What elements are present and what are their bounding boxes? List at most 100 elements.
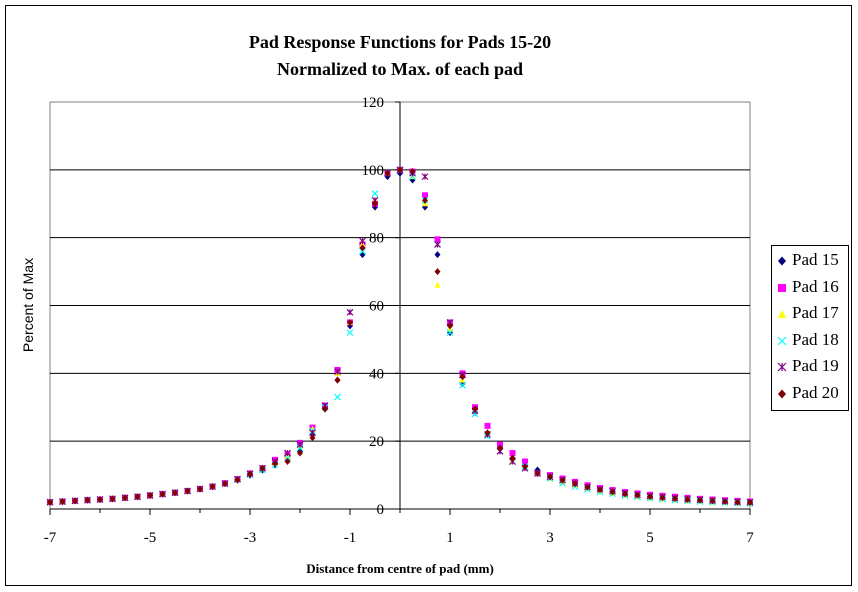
point-pad-20: [234, 476, 241, 484]
x-tick-label: -3: [244, 530, 257, 546]
point-pad-19: [284, 449, 291, 457]
point-pad-20: [609, 488, 616, 496]
point-pad-19: [359, 237, 366, 245]
point-pad-20: [684, 496, 691, 504]
x-axis-label: Distance from centre of pad (mm): [306, 561, 494, 576]
point-pad-15: [434, 251, 441, 259]
point-pad-16: [422, 192, 428, 199]
point-pad-20: [734, 498, 741, 506]
point-pad-20: [397, 166, 403, 174]
y-tick-label: 40: [369, 366, 384, 382]
legend-marker: [778, 389, 786, 399]
legend-marker: [778, 256, 786, 266]
point-pad-19: [346, 308, 354, 316]
legend-item: Pad 19: [772, 354, 848, 380]
legend-label: Pad 19: [792, 356, 839, 376]
x-tick-label: 7: [746, 530, 754, 546]
point-pad-15: [359, 251, 366, 259]
legend-marker: [777, 362, 787, 372]
point-pad-20: [634, 491, 641, 499]
legend-item: Pad 17: [772, 301, 848, 327]
point-pad-20: [247, 470, 253, 478]
legend: Pad 15 Pad 16 Pad 17 Pad 18 Pad 19 Pad 20: [771, 245, 849, 411]
point-pad-20: [172, 489, 178, 497]
point-pad-20: [222, 480, 228, 488]
point-pad-16: [509, 450, 516, 457]
legend-label: Pad 18: [792, 329, 839, 349]
x-tick-label: 3: [546, 530, 554, 546]
legend-item: Pad 16: [772, 275, 848, 301]
point-pad-19: [334, 368, 341, 376]
legend-item: Pad 15: [772, 248, 848, 274]
legend-item: Pad 18: [772, 328, 848, 354]
legend-label: Pad 20: [792, 383, 839, 402]
point-pad-20: [309, 434, 316, 442]
point-pad-19: [296, 441, 304, 448]
point-pad-20: [722, 498, 728, 506]
point-pad-20: [534, 469, 541, 477]
legend-label: Pad 16: [792, 276, 839, 296]
point-pad-20: [459, 373, 466, 381]
legend-label: Pad 15: [792, 250, 839, 269]
point-pad-20: [697, 496, 703, 504]
legend-marker: [778, 310, 786, 319]
point-pad-20: [597, 486, 603, 494]
point-pad-20: [647, 492, 653, 500]
point-pad-20: [322, 405, 328, 413]
point-pad-18: [459, 381, 466, 389]
point-pad-20: [447, 322, 453, 330]
point-pad-18: [446, 329, 454, 337]
legend-label: Pad 17: [792, 303, 839, 323]
point-pad-20: [484, 429, 491, 437]
point-pad-20: [184, 487, 191, 495]
point-pad-20: [334, 376, 341, 384]
y-tick-label: 20: [369, 434, 384, 450]
x-tick-label: 5: [646, 530, 654, 546]
legend-marker: [777, 336, 787, 346]
point-pad-18: [371, 190, 379, 197]
point-pad-20: [522, 463, 528, 471]
x-tick-label: -5: [144, 530, 157, 546]
point-pad-18: [334, 393, 341, 401]
point-pad-20: [409, 168, 416, 176]
x-tick-label: 1: [446, 530, 454, 546]
point-pad-20: [497, 444, 503, 452]
x-tick-label: -7: [44, 530, 57, 546]
point-pad-20: [372, 200, 378, 208]
point-pad-20: [284, 458, 291, 466]
point-pad-20: [84, 496, 91, 504]
point-pad-16: [522, 458, 528, 465]
point-pad-20: [747, 499, 753, 507]
point-pad-20: [622, 490, 628, 498]
point-pad-20: [209, 483, 216, 491]
point-pad-19: [421, 173, 429, 181]
point-pad-16: [484, 422, 491, 429]
legend-item: Pad 20: [772, 381, 848, 407]
point-pad-20: [109, 495, 116, 503]
point-pad-20: [197, 485, 203, 493]
point-pad-18: [346, 329, 354, 337]
point-pad-20: [547, 473, 553, 481]
point-pad-20: [47, 498, 53, 506]
y-tick-label: 100: [362, 163, 385, 179]
point-pad-20: [672, 494, 678, 502]
point-pad-20: [147, 491, 153, 499]
point-pad-20: [297, 449, 303, 457]
legend-marker: [778, 283, 786, 292]
point-pad-20: [159, 490, 166, 498]
chart-subtitle: Normalized to Max. of each pad: [277, 59, 523, 79]
point-pad-20: [122, 494, 128, 502]
point-pad-20: [509, 454, 516, 462]
chart-title: Pad Response Functions for Pads 15-20: [248, 32, 552, 52]
point-pad-20: [359, 244, 366, 252]
point-pad-20: [97, 496, 103, 504]
y-tick-label: 80: [369, 231, 384, 247]
point-pad-20: [584, 483, 591, 491]
point-pad-20: [659, 493, 666, 501]
point-pad-20: [272, 459, 278, 467]
y-tick-label: 60: [369, 299, 384, 315]
point-pad-20: [559, 476, 566, 484]
y-tick-label: 0: [377, 502, 385, 518]
point-pad-20: [709, 497, 716, 505]
